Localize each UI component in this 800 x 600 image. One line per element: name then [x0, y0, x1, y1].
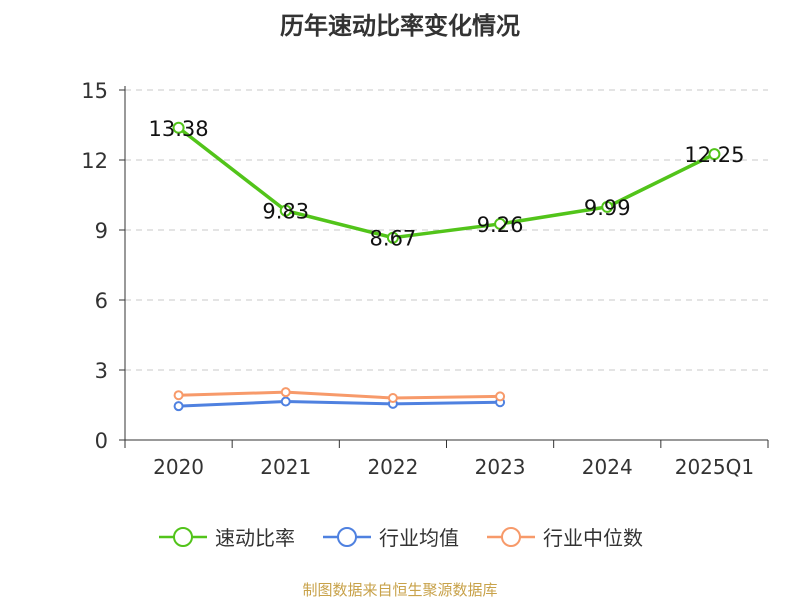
data-label: 9.83 [262, 200, 309, 224]
legend-label-industry-median: 行业中位数 [543, 526, 643, 550]
legend-swatch-industry-mean-icon [323, 526, 371, 547]
y-tick-label: 3 [95, 359, 108, 383]
y-tick-label: 6 [95, 289, 108, 313]
data-point [172, 121, 185, 134]
data-point [387, 393, 398, 403]
legend-item-quick-ratio[interactable]: 速动比率 [157, 522, 295, 551]
y-tick-label: 15 [81, 79, 108, 103]
data-point [386, 231, 399, 244]
data-label: 13.38 [149, 117, 209, 141]
data-label: 9.26 [477, 213, 524, 237]
x-tick-label: 2021 [260, 455, 311, 479]
y-tick-label: 9 [95, 219, 108, 243]
legend-label-industry-mean: 行业均值 [379, 526, 459, 550]
data-label: 9.99 [584, 196, 631, 220]
legend-item-industry-median[interactable]: 行业中位数 [485, 522, 643, 551]
series-line [177, 126, 716, 240]
data-point [494, 217, 507, 230]
data-label: 8.67 [370, 227, 417, 251]
legend-swatch-quick-ratio-icon [159, 526, 207, 547]
x-tick-label: 2022 [367, 455, 418, 479]
chart-title: 历年速动比率变化情况 [280, 12, 520, 40]
data-point [601, 200, 614, 213]
data-label: 12.25 [684, 143, 744, 167]
data-point [280, 396, 291, 407]
x-tick-label: 2024 [582, 455, 633, 479]
data-point [280, 387, 291, 398]
legend-swatch-industry-median-icon [487, 526, 535, 547]
x-tick-label: 2023 [475, 455, 526, 479]
series-line [178, 400, 501, 408]
y-tick-label: 0 [95, 429, 108, 453]
data-source-note: 制图数据来自恒生聚源数据库 [302, 581, 498, 599]
series-line [178, 390, 501, 400]
data-point [495, 391, 506, 402]
legend-label-quick-ratio: 速动比率 [215, 526, 295, 550]
legend-item-industry-mean[interactable]: 行业均值 [321, 522, 459, 551]
x-tick-label: 2025Q1 [675, 455, 754, 479]
data-point [708, 148, 721, 161]
legend: 速动比率 行业均值 行业中位数 [0, 522, 800, 551]
y-tick-label: 12 [81, 149, 108, 173]
data-point [173, 401, 184, 412]
data-point [173, 390, 184, 401]
data-point [279, 204, 292, 217]
x-tick-label: 2020 [153, 455, 204, 479]
